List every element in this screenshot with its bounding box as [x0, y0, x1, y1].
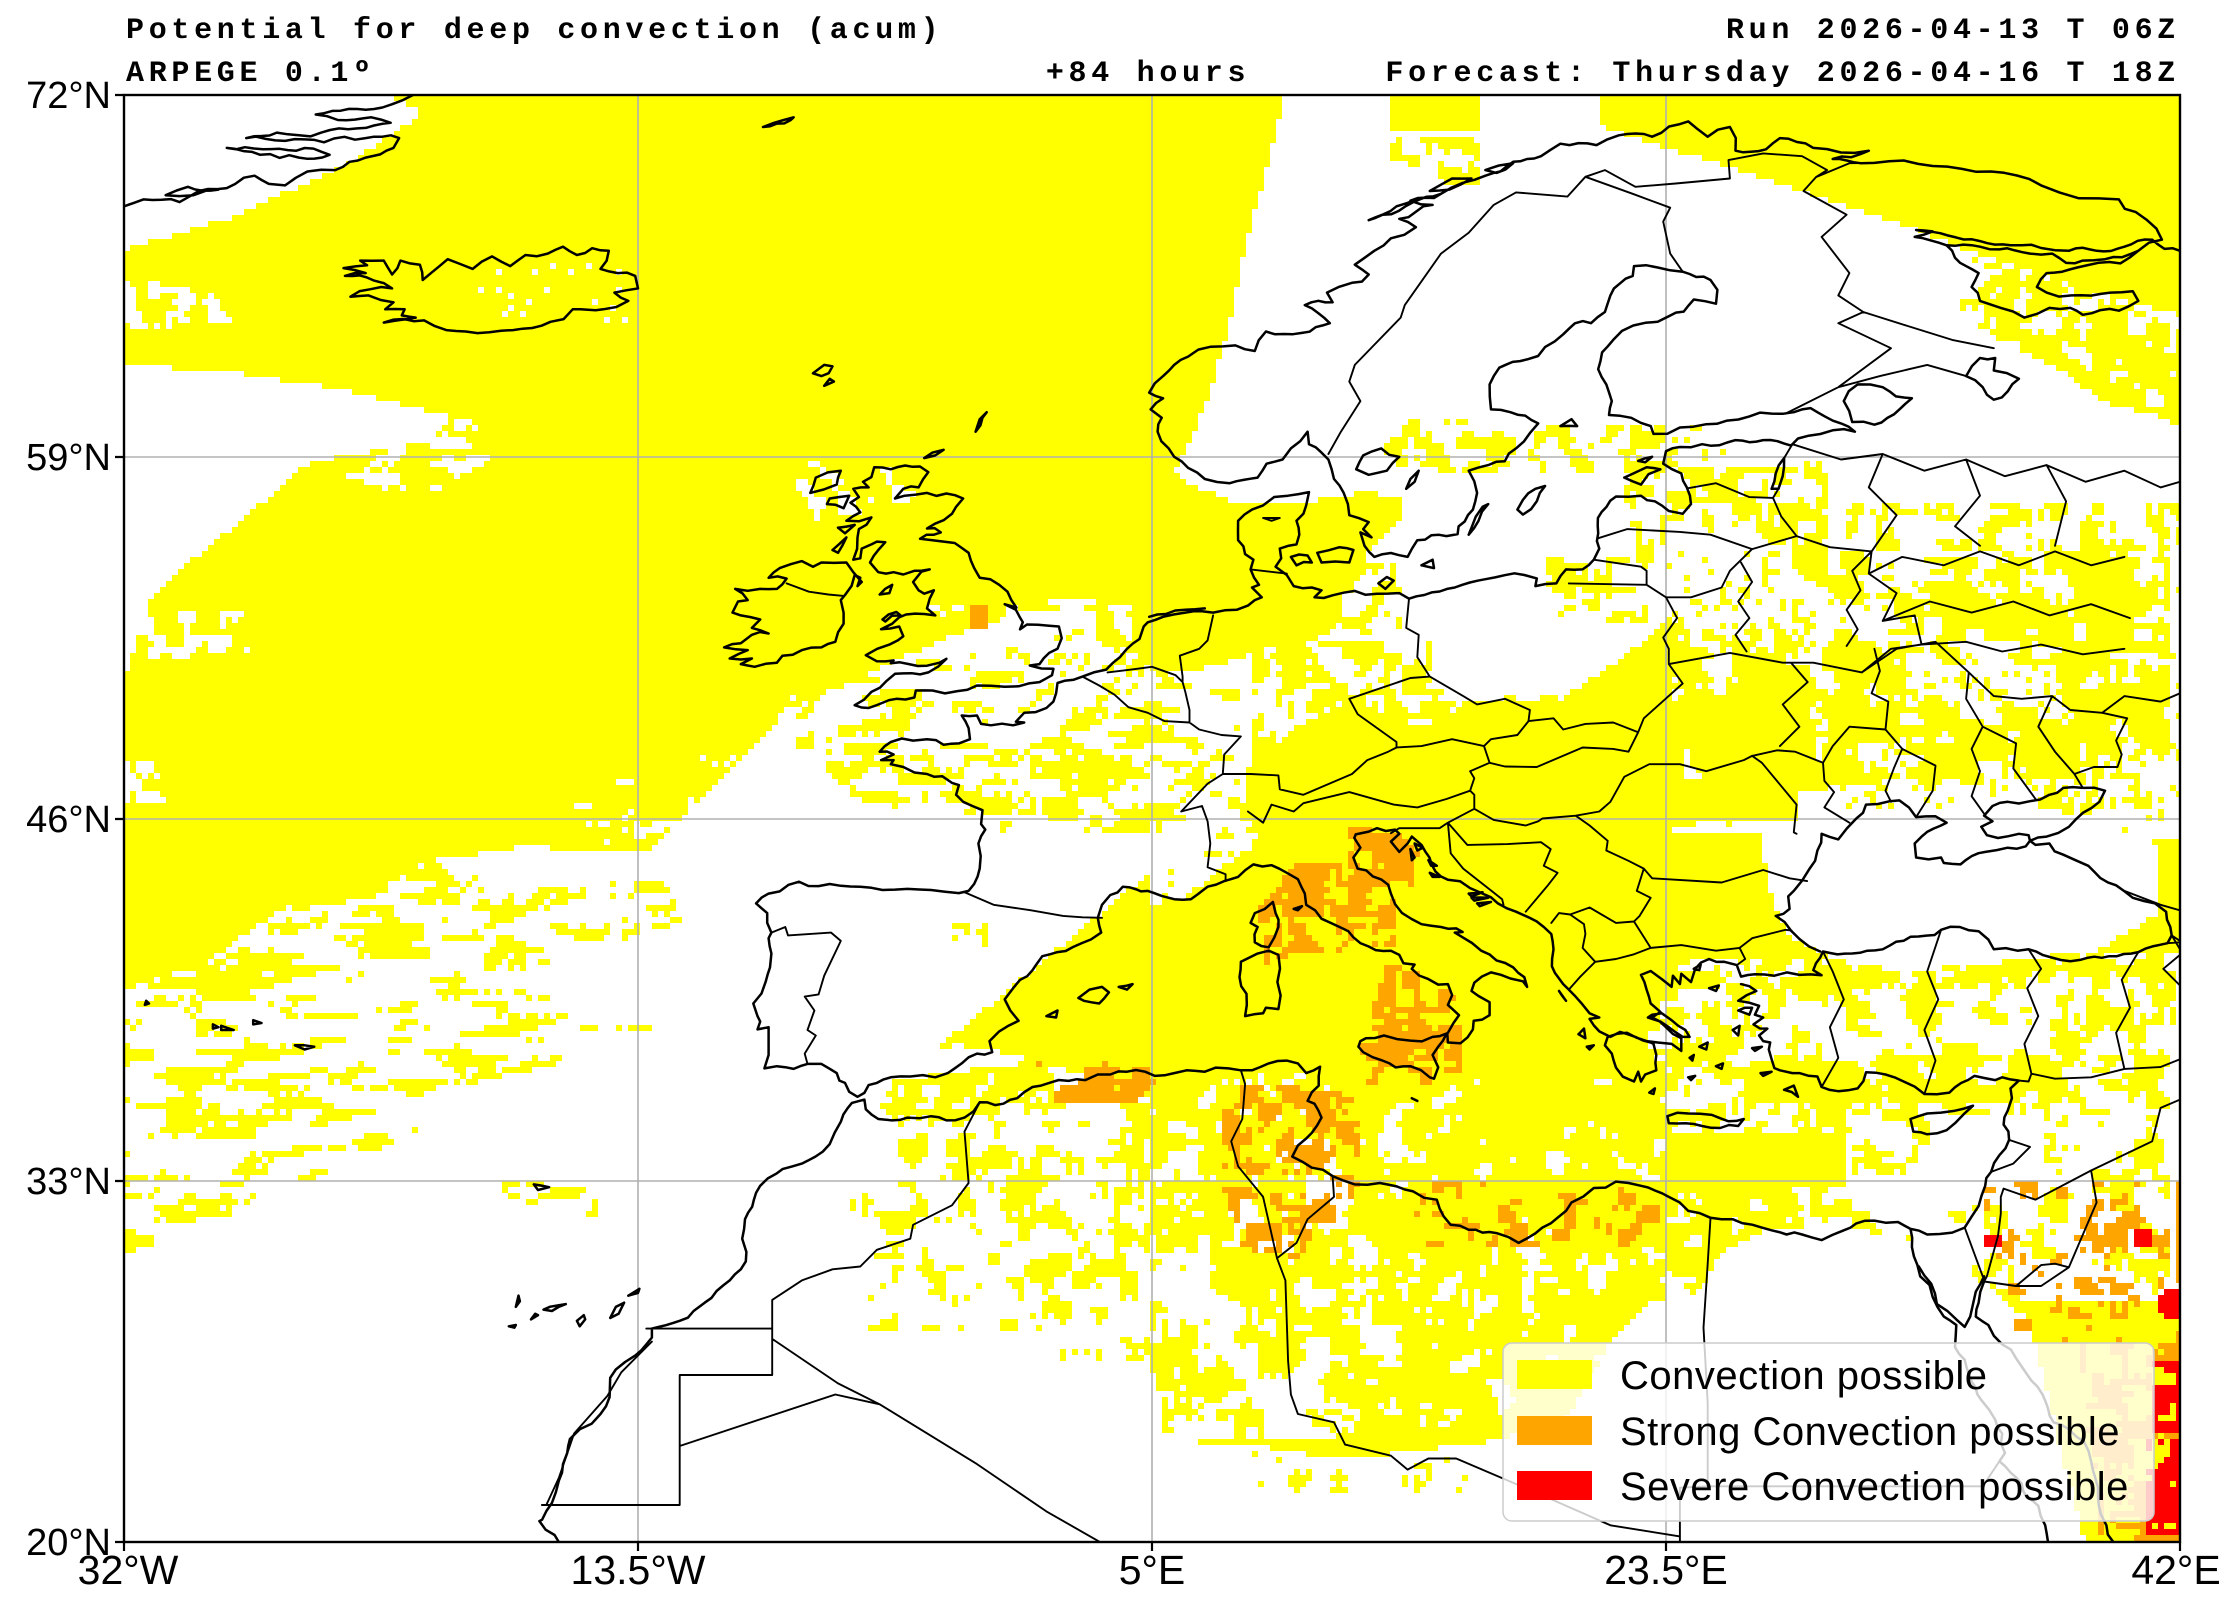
- svg-text:Convection possible: Convection possible: [1620, 1354, 1988, 1398]
- svg-text:13.5°W: 13.5°W: [571, 1547, 706, 1593]
- svg-text:Potential for deep convection: Potential for deep convection (acum): [126, 14, 943, 48]
- svg-text:59°N: 59°N: [26, 437, 111, 479]
- svg-text:+84 hours: +84 hours: [1046, 57, 1250, 91]
- svg-text:ARPEGE 0.1º: ARPEGE 0.1º: [126, 57, 376, 91]
- svg-text:33°N: 33°N: [26, 1161, 111, 1203]
- svg-text:Run 2026-04-13 T 06Z: Run 2026-04-13 T 06Z: [1726, 14, 2180, 48]
- svg-text:42°E: 42°E: [2131, 1547, 2220, 1593]
- svg-text:46°N: 46°N: [26, 799, 111, 841]
- svg-text:20°N: 20°N: [26, 1522, 111, 1564]
- svg-text:72°N: 72°N: [26, 75, 111, 117]
- svg-text:32°W: 32°W: [78, 1547, 179, 1593]
- svg-text:23.5°E: 23.5°E: [1604, 1547, 1728, 1593]
- svg-text:5°E: 5°E: [1119, 1547, 1186, 1593]
- svg-text:Strong Convection possible: Strong Convection possible: [1620, 1410, 2120, 1454]
- svg-text:Forecast: Thursday 2026-04-16: Forecast: Thursday 2026-04-16 T 18Z: [1385, 57, 2180, 91]
- svg-text:Severe Convection possible: Severe Convection possible: [1620, 1465, 2129, 1509]
